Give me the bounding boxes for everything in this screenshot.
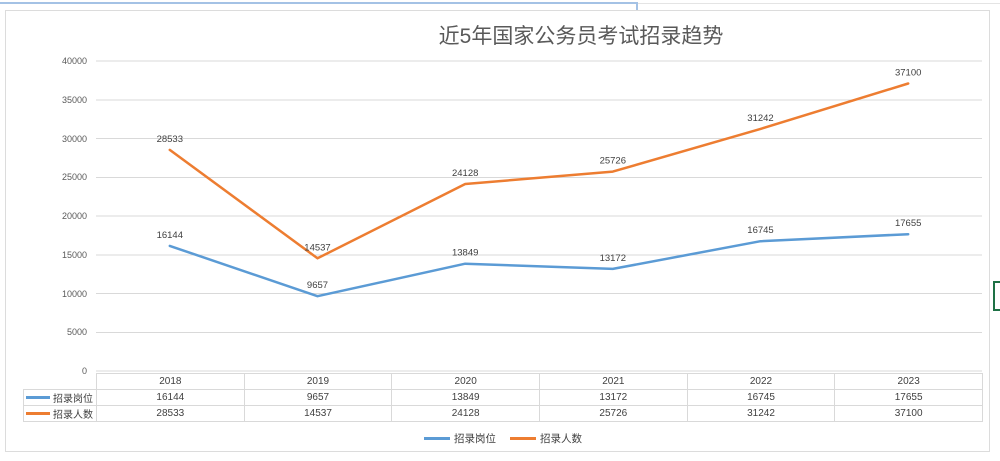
table-year-header: 2018 — [96, 373, 245, 390]
table-cell: 31242 — [686, 405, 836, 422]
y-axis-tick: 20000 — [61, 211, 87, 221]
table-row-label: 招录人数 — [23, 405, 97, 422]
y-axis-tick: 5000 — [66, 327, 87, 338]
table-cell: 9657 — [243, 389, 393, 406]
y-axis-tick: 15000 — [61, 249, 87, 260]
legend-label: 招录岗位 — [454, 432, 496, 445]
series-swatch — [26, 412, 50, 415]
y-axis-tick: 0 — [81, 366, 87, 376]
data-label: 31242 — [747, 113, 773, 124]
data-label: 13172 — [600, 253, 626, 264]
series-name: 招录人数 — [53, 410, 93, 421]
table-cell: 13849 — [391, 389, 540, 406]
chart-legend: 招录岗位 招录人数 — [424, 430, 582, 446]
table-cell: 13172 — [539, 389, 688, 406]
data-label: 14537 — [304, 242, 330, 253]
legend-item[interactable]: 招录岗位 — [424, 431, 496, 446]
data-label: 16144 — [157, 230, 183, 241]
table-row-label: 招录岗位 — [23, 389, 97, 406]
legend-swatch — [510, 436, 536, 440]
worksheet-gridline — [638, 3, 1000, 4]
data-label: 17655 — [895, 218, 921, 229]
data-label: 28533 — [157, 134, 183, 145]
series-line-0 — [168, 232, 910, 298]
series-swatch — [26, 396, 50, 399]
selected-cell[interactable] — [993, 281, 1000, 311]
legend-item[interactable]: 招录人数 — [510, 431, 582, 446]
table-year-header: 2021 — [539, 373, 688, 390]
table-cell: 16144 — [96, 389, 245, 406]
table-cell: 37100 — [834, 405, 983, 422]
data-label: 37100 — [895, 68, 921, 79]
data-label: 25726 — [600, 156, 626, 167]
table-year-header: 2019 — [243, 373, 393, 390]
table-cell: 16745 — [686, 389, 836, 406]
y-axis-tick: 35000 — [61, 94, 87, 105]
data-label: 16745 — [747, 225, 773, 236]
table-cell: 28533 — [96, 405, 245, 422]
legend-swatch — [424, 436, 450, 440]
y-axis-tick: 10000 — [61, 288, 87, 299]
data-label: 13849 — [452, 248, 478, 259]
table-cell: 14537 — [243, 405, 393, 422]
table-year-header: 2022 — [686, 373, 836, 390]
data-label: 24128 — [452, 168, 478, 179]
series-name: 招录岗位 — [53, 394, 93, 405]
excel-cell-top-border — [0, 2, 637, 4]
table-year-header: 2020 — [391, 373, 540, 390]
table-cell: 24128 — [391, 405, 540, 422]
chart-title: 近5年国家公务员考试招录趋势 — [438, 25, 724, 48]
chart-object[interactable]: 近5年国家公务员考试招录趋势 16144 9657 13849 13172 16745 1… — [5, 10, 990, 452]
y-axis-tick: 30000 — [61, 133, 87, 144]
table-cell: 17655 — [834, 389, 983, 406]
excel-cell-border-corner — [636, 2, 638, 10]
data-label: 9657 — [307, 280, 328, 291]
table-cell: 25726 — [539, 405, 688, 422]
series-line-1 — [168, 82, 910, 260]
legend-label: 招录人数 — [540, 432, 582, 445]
plot-area: 16144 9657 13849 13172 16745 17655 28533 14537 2… — [96, 60, 982, 372]
y-axis-tick: 40000 — [61, 56, 87, 66]
y-axis-tick: 25000 — [61, 172, 87, 183]
table-year-header: 2023 — [834, 373, 983, 390]
